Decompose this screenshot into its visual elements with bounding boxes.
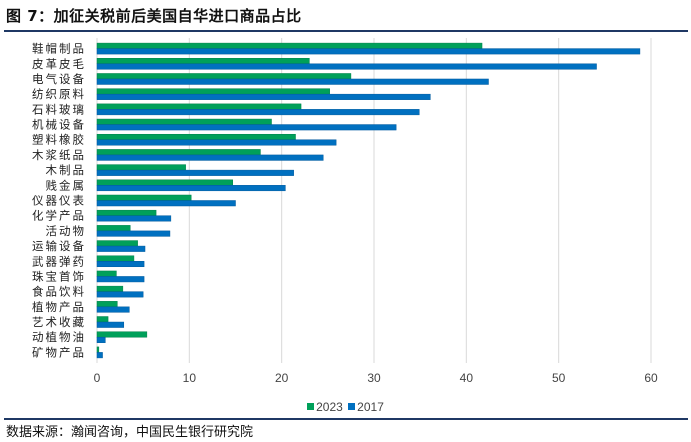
x-tick-label: 10 (183, 371, 197, 385)
bar-2023 (96, 346, 100, 353)
bar-2017 (96, 154, 324, 161)
bar-2023 (96, 194, 192, 201)
bar-2017 (96, 78, 489, 85)
bar-2017 (96, 261, 145, 268)
bar-2017 (96, 245, 146, 252)
legend-swatch (307, 403, 315, 410)
x-tick-label: 50 (552, 371, 566, 385)
bar-2023 (96, 179, 233, 186)
bar-2017 (96, 352, 103, 359)
bar-2023 (96, 225, 131, 232)
bar-2017 (96, 306, 130, 313)
category-label: 纺织原料 (32, 87, 86, 101)
category-label: 化学产品 (32, 209, 86, 223)
bar-2017 (96, 139, 337, 146)
title-divider (4, 30, 688, 32)
bar-2023 (96, 103, 302, 110)
source-note: 数据来源：瀚闻咨询，中国民生银行研究院 (6, 425, 254, 440)
category-label: 植物产品 (32, 300, 86, 314)
bar-2023 (96, 285, 124, 292)
bar-2023 (96, 255, 135, 262)
bar-2017 (96, 200, 236, 207)
legend-swatch (348, 403, 356, 410)
bar-2017 (96, 93, 431, 100)
bar-2023 (96, 133, 296, 140)
x-tick-label: 60 (644, 371, 658, 385)
category-label: 电气设备 (32, 72, 86, 86)
category-label: 活动物 (46, 224, 87, 238)
legend-label: 2017 (357, 399, 384, 414)
bar-2017 (96, 185, 286, 192)
bar-2017 (96, 321, 125, 328)
bar-2017 (96, 124, 397, 131)
bar-2017 (96, 276, 145, 283)
bar-2017 (96, 63, 597, 70)
category-label: 木浆纸品 (32, 148, 86, 162)
category-label: 食品饮料 (32, 285, 86, 299)
x-tick-label: 0 (94, 371, 101, 385)
x-tick-label: 40 (460, 371, 474, 385)
bar-2023 (96, 209, 157, 216)
bar-2023 (96, 149, 261, 156)
category-label: 武器弹药 (32, 254, 86, 268)
category-label: 珠宝首饰 (32, 269, 86, 283)
category-label: 仪器仪表 (32, 194, 86, 208)
category-label: 运输设备 (32, 239, 86, 253)
bar-2023 (96, 316, 109, 323)
source-divider (4, 418, 688, 420)
category-label: 机械设备 (32, 118, 86, 132)
category-label: 贱金属 (46, 178, 87, 192)
bar-2023 (96, 42, 483, 49)
category-label: 艺术收藏 (32, 315, 86, 329)
bar-2017 (96, 169, 294, 176)
bar-2023 (96, 270, 117, 277)
bar-2023 (96, 164, 186, 171)
category-label: 木制品 (46, 163, 87, 177)
legend: 2023 2017 (0, 399, 691, 414)
bar-2023 (96, 331, 148, 338)
bar-2017 (96, 291, 144, 298)
legend-item-2017: 2017 (348, 400, 384, 414)
bar-2017 (96, 215, 172, 222)
bar-chart: 0 10 20 30 40 50 60 鞋帽制品皮革皮毛电气设备纺织原料石料玻璃机械设备塑料橡… (32, 38, 658, 385)
bar-2017 (96, 48, 641, 55)
bar-2023 (96, 58, 310, 65)
legend-label: 2023 (316, 399, 343, 414)
bar-2017 (96, 230, 171, 237)
category-label: 塑料橡胶 (32, 133, 86, 147)
bar-2023 (96, 88, 330, 95)
x-tick-label: 20 (275, 371, 289, 385)
figure-title: 图 7：加征关税前后美国自华进口商品占比 (6, 7, 302, 25)
category-label: 动植物油 (32, 330, 86, 344)
bar-2023 (96, 301, 118, 308)
category-label: 矿物产品 (32, 345, 86, 359)
category-label: 石料玻璃 (32, 102, 86, 116)
bar-2023 (96, 73, 352, 80)
bar-2017 (96, 109, 420, 116)
category-label: 鞋帽制品 (32, 42, 86, 56)
category-label: 皮革皮毛 (32, 57, 86, 71)
bar-2023 (96, 118, 272, 125)
bar-2023 (96, 240, 138, 247)
legend-item-2023: 2023 (307, 400, 343, 414)
x-tick-label: 30 (367, 371, 381, 385)
bar-2017 (96, 336, 106, 343)
